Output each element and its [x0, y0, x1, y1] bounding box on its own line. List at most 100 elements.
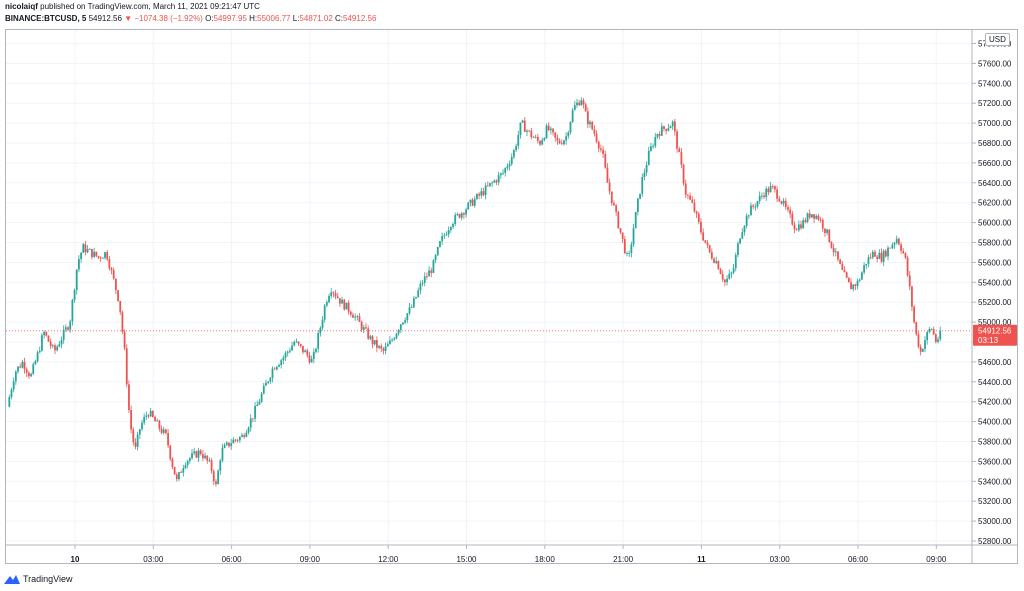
candle-body: [874, 251, 876, 257]
candle-body: [930, 329, 933, 330]
price-change: −1074.38 (−1.92%): [134, 14, 203, 23]
candle: [80, 252, 82, 263]
candle: [930, 328, 933, 331]
candle-body: [795, 229, 798, 231]
candle-body: [406, 313, 409, 321]
candle: [591, 120, 594, 131]
candle: [704, 240, 707, 244]
candle: [341, 296, 343, 304]
candle: [791, 210, 794, 226]
candle-body: [750, 205, 752, 216]
candle-body: [175, 474, 178, 480]
candle: [399, 323, 402, 334]
candle-body: [867, 257, 870, 264]
candle-body: [454, 214, 457, 224]
candle: [154, 415, 156, 422]
candle: [534, 134, 537, 139]
candle-body: [756, 201, 759, 207]
candle: [460, 211, 463, 221]
candle-body: [589, 121, 591, 125]
candle: [317, 330, 320, 353]
candle-body: [21, 361, 24, 368]
candle-body: [78, 259, 80, 270]
candle-body: [132, 429, 135, 443]
candle-body: [932, 329, 935, 335]
candle-body: [519, 122, 522, 135]
candle-body: [713, 258, 715, 263]
candle: [273, 367, 276, 370]
candle-body: [280, 360, 283, 365]
candle: [543, 137, 546, 142]
candle: [128, 380, 130, 414]
candle: [169, 444, 172, 462]
candle: [526, 129, 528, 137]
candle-body: [117, 290, 119, 301]
candle-body: [286, 351, 289, 353]
candle: [393, 336, 396, 341]
candle: [789, 206, 792, 219]
chart-frame[interactable]: [5, 29, 1018, 564]
candle: [810, 214, 813, 219]
candle: [384, 342, 387, 355]
candle-body: [893, 242, 896, 245]
candle-body: [621, 232, 624, 240]
candle-body: [206, 455, 209, 461]
candle-body: [560, 143, 563, 145]
candle: [884, 248, 887, 258]
candle: [141, 419, 143, 431]
candle-body: [445, 234, 448, 236]
candle-body: [771, 186, 774, 187]
candle-body: [726, 278, 728, 283]
candle-body: [408, 307, 411, 314]
candle-body: [86, 249, 89, 253]
price-tick-label: 53400.00: [978, 477, 1012, 486]
candle: [419, 280, 422, 295]
candle: [671, 120, 674, 130]
candle: [867, 254, 870, 267]
candle: [428, 266, 430, 277]
candle: [371, 334, 374, 349]
candle: [706, 239, 709, 249]
candle-body: [613, 203, 615, 206]
candle-body: [502, 172, 504, 174]
candle-body: [299, 344, 302, 346]
symbol-name[interactable]: BINANCE:BTCUSD, 5: [5, 14, 87, 23]
candle: [552, 128, 554, 136]
candle: [604, 150, 607, 169]
candle-body: [834, 251, 837, 253]
candle-body: [845, 272, 848, 278]
candle-body: [743, 226, 746, 233]
candle-body: [658, 133, 661, 136]
candle-body: [939, 330, 942, 340]
candle-body: [580, 100, 583, 106]
candle: [560, 139, 563, 146]
author-name[interactable]: nicolaiqf: [5, 2, 38, 11]
currency-badge[interactable]: USD: [985, 33, 1010, 46]
time-tick-label: 21:00: [613, 555, 634, 564]
candle: [114, 278, 117, 295]
candle: [54, 343, 56, 355]
candle-body: [308, 355, 311, 363]
candle-body: [554, 132, 557, 138]
candle-body: [147, 415, 150, 417]
candle: [369, 334, 372, 341]
price-tick-label: 55200.00: [978, 298, 1012, 307]
candle: [278, 363, 280, 368]
candle: [517, 130, 520, 150]
candle-body: [904, 252, 907, 258]
candle: [897, 237, 900, 246]
candle-body: [27, 372, 30, 377]
time-tick-label: 09:00: [926, 555, 947, 564]
candle: [639, 193, 641, 200]
candle: [162, 426, 165, 435]
candle-body: [419, 283, 422, 291]
candle-body: [332, 292, 335, 294]
candle-body: [432, 260, 435, 273]
brand-name[interactable]: TradingView: [23, 574, 73, 584]
candle-body: [38, 350, 41, 353]
candle-body: [165, 429, 167, 434]
price-tick-label: 53200.00: [978, 497, 1012, 506]
candle: [891, 242, 894, 250]
